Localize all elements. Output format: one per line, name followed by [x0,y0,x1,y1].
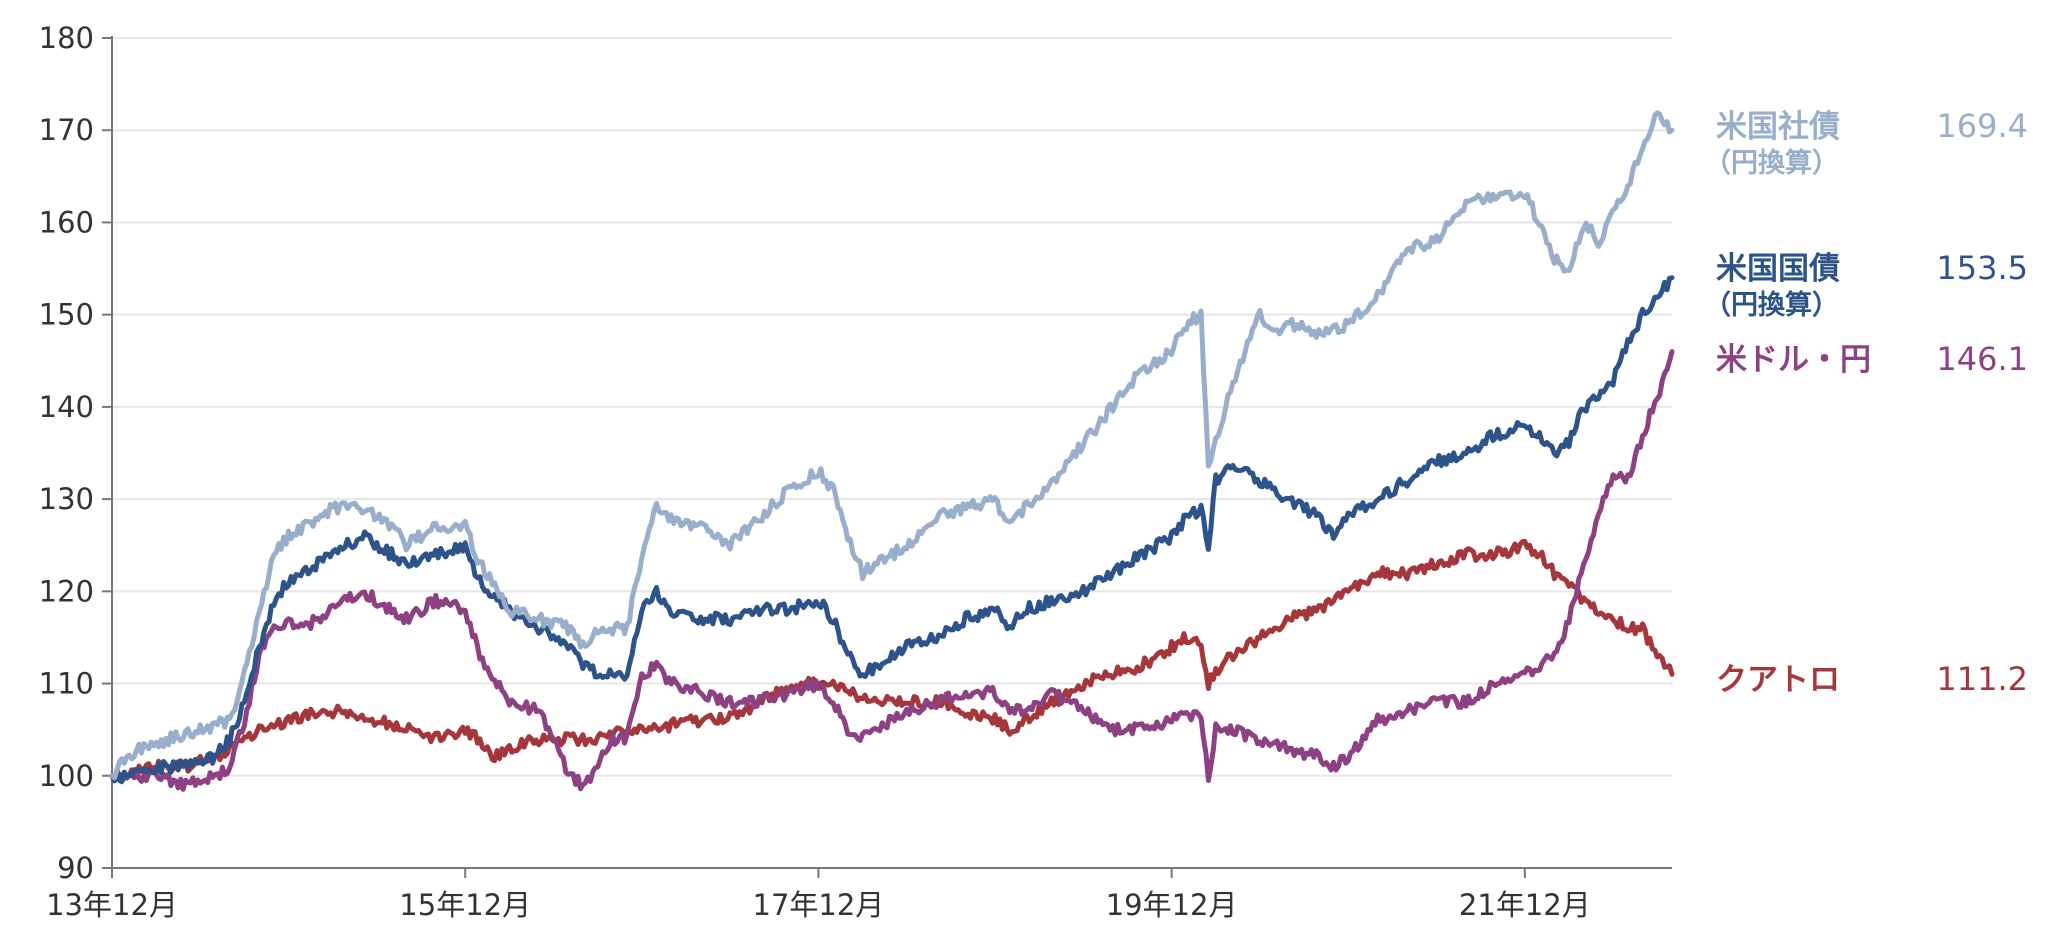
series-lines [109,110,1675,792]
y-tick-label: 160 [39,205,94,239]
x-tick-label: 13年12月 [46,888,178,922]
series-end-value: 169.4 [1936,107,2028,145]
series-line-3 [109,538,1675,784]
axes [102,36,1672,878]
y-tick-label: 100 [39,759,94,793]
series-name: 米国国債 [1716,251,1840,287]
series-subtitle: （円換算） [1704,289,1839,321]
series-end-value: 153.5 [1936,249,2028,287]
series-name: 米国社債 [1716,109,1840,145]
series-label-3: クアトロ 111.2 [1716,660,2028,698]
series-line-2 [109,349,1675,792]
y-axis-tick-labels: 90 100 110 120 130 140 150 160 170 180 [39,21,94,885]
y-tick-label: 180 [39,21,94,55]
y-tick-label: 90 [57,851,94,885]
x-tick-label: 19年12月 [1106,888,1238,922]
y-tick-label: 110 [39,667,94,701]
series-label-1: 米国国債（円換算） 153.5 [1704,249,2028,321]
gridlines [112,37,1672,777]
x-tick-label: 17年12月 [753,888,885,922]
series-end-value: 111.2 [1936,660,2028,698]
series-line-0 [109,110,1675,781]
series-end-value: 146.1 [1936,340,2028,378]
y-tick-label: 140 [39,390,94,424]
y-tick-label: 130 [39,482,94,516]
x-tick-label: 21年12月 [1459,888,1591,922]
y-tick-label: 150 [39,298,94,332]
x-tick-label: 15年12月 [399,888,531,922]
x-axis-tick-labels: 13年12月 15年12月 17年12月 19年12月 21年12月 [46,888,1591,922]
y-tick-label: 120 [39,574,94,608]
series-label-0: 米国社債（円換算） 169.4 [1704,107,2028,179]
y-tick-label: 170 [39,113,94,147]
series-name: クアトロ [1716,662,1840,698]
series-label-2: 米ドル・円 146.1 [1716,340,2028,378]
series-subtitle: （円換算） [1704,147,1839,179]
series-name: 米ドル・円 [1716,342,1871,378]
series-line-1 [109,275,1675,785]
